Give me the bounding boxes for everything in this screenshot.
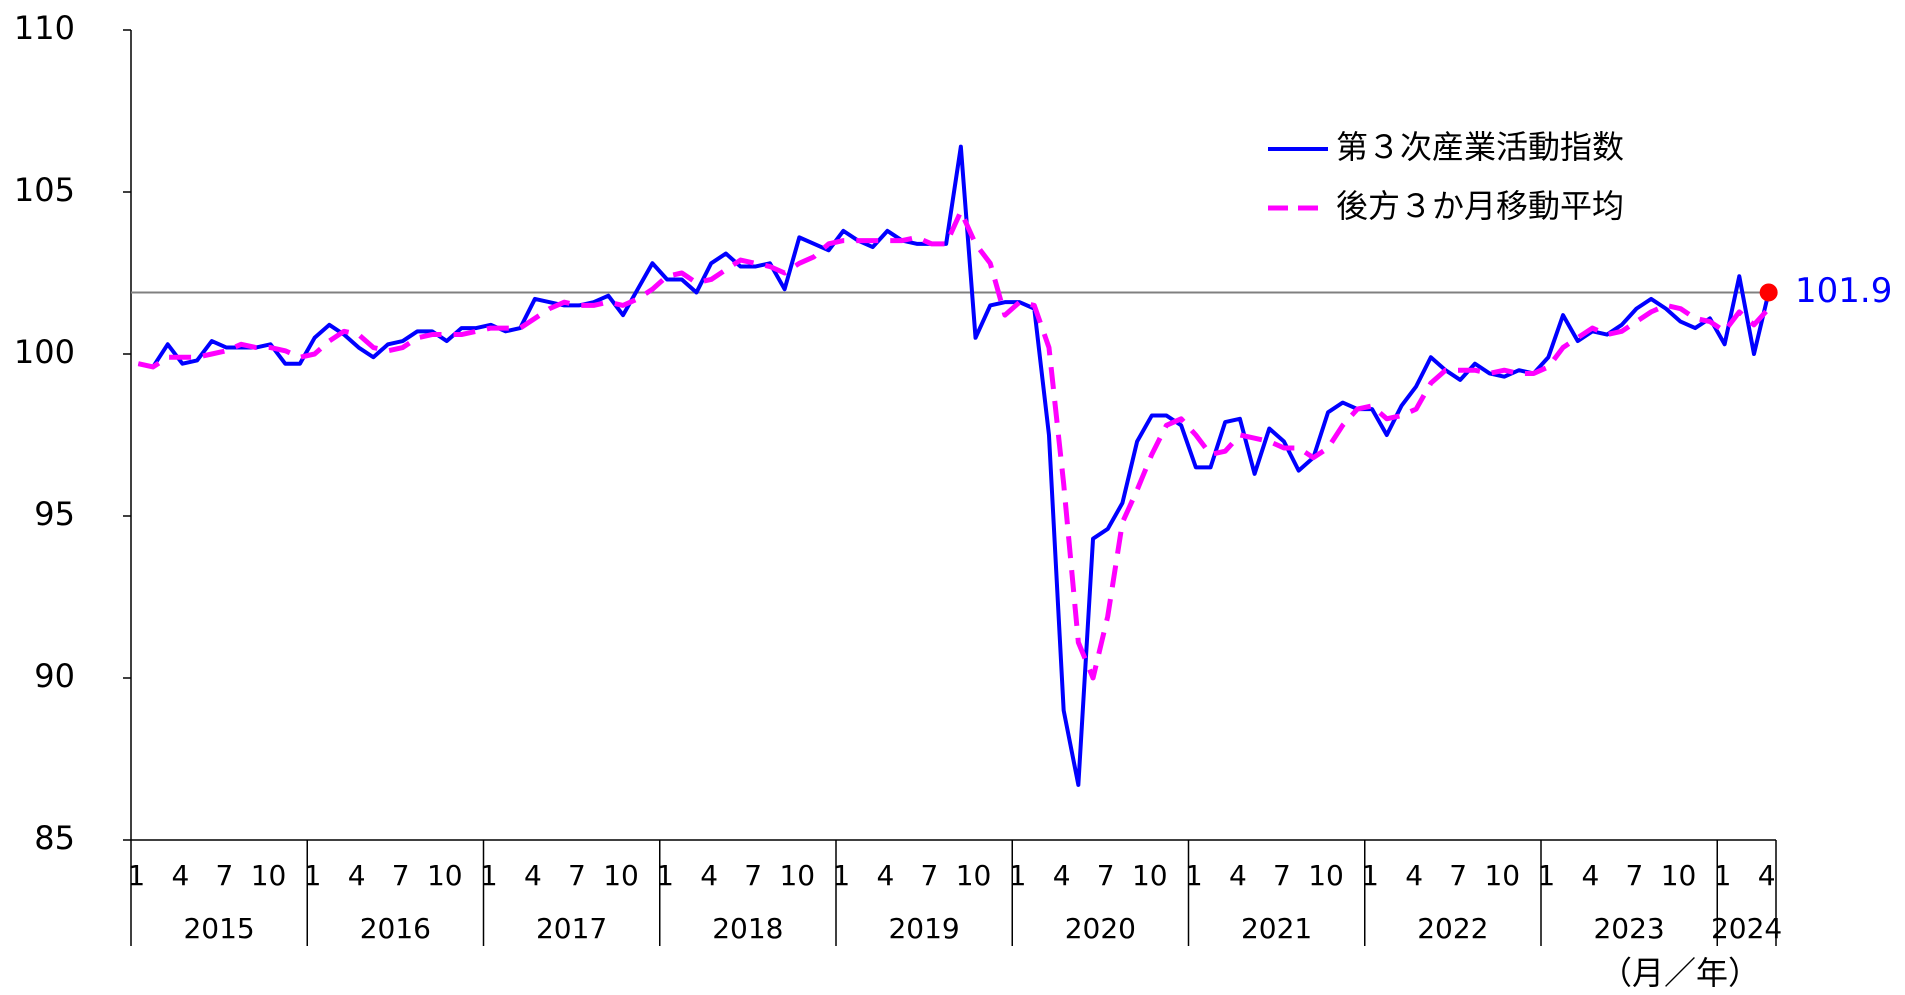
- year-label: 2018: [712, 912, 783, 945]
- x-tick-label: 10: [1661, 859, 1697, 892]
- x-tick-label: 7: [392, 859, 410, 892]
- legend-label: 後方３か月移動平均: [1336, 187, 1624, 225]
- x-tick-label: 10: [1484, 859, 1520, 892]
- x-tick-label: 1: [127, 859, 145, 892]
- x-tick-label: 4: [1581, 859, 1599, 892]
- x-tick-label: 1: [1714, 859, 1732, 892]
- x-tick-label: 4: [1053, 859, 1071, 892]
- y-tick-label: 105: [14, 171, 75, 209]
- year-label: 2020: [1065, 912, 1136, 945]
- x-tick-label: 7: [1097, 859, 1115, 892]
- x-tick-label: 4: [1758, 859, 1776, 892]
- x-tick-label: 1: [480, 859, 498, 892]
- x-tick-label: 10: [603, 859, 639, 892]
- year-label: 2017: [536, 912, 607, 945]
- x-tick-label: 1: [1009, 859, 1027, 892]
- x-tick-label: 1: [656, 859, 674, 892]
- x-tick-label: 7: [921, 859, 939, 892]
- x-tick-label: 7: [216, 859, 234, 892]
- x-tick-label: 7: [744, 859, 762, 892]
- x-tick-label: 1: [832, 859, 850, 892]
- year-label: 2019: [888, 912, 959, 945]
- reference-marker: [1759, 283, 1778, 302]
- x-tick-label: 10: [956, 859, 992, 892]
- year-label: 2023: [1593, 912, 1664, 945]
- x-tick-label: 10: [1132, 859, 1168, 892]
- y-tick-label: 110: [14, 9, 75, 47]
- x-tick-label: 4: [348, 859, 366, 892]
- x-tick-label: 1: [1185, 859, 1203, 892]
- x-tick-label: 10: [427, 859, 463, 892]
- moving-average-line: [137, 208, 1771, 681]
- x-tick-label: 7: [1449, 859, 1467, 892]
- year-label: 2016: [360, 912, 431, 945]
- year-label: 2021: [1241, 912, 1312, 945]
- y-tick-label: 90: [34, 657, 75, 695]
- y-tick-label: 85: [34, 819, 75, 857]
- x-tick-label: 4: [524, 859, 542, 892]
- x-tick-label: 10: [779, 859, 815, 892]
- x-tick-label: 4: [876, 859, 894, 892]
- y-tick-label: 100: [14, 333, 75, 371]
- x-tick-label: 4: [700, 859, 718, 892]
- x-tick-label: 7: [1273, 859, 1291, 892]
- year-label: 2015: [183, 912, 254, 945]
- x-axis-label: （月／年）: [1600, 954, 1760, 992]
- x-tick-label: 10: [251, 859, 287, 892]
- year-label: 2024: [1711, 912, 1782, 945]
- x-tick-label: 4: [171, 859, 189, 892]
- legend-label: 第３次産業活動指数: [1336, 128, 1624, 166]
- x-tick-label: 1: [304, 859, 322, 892]
- reference-label: 101.9: [1795, 271, 1892, 311]
- y-tick-label: 95: [34, 495, 75, 533]
- x-tick-label: 1: [1361, 859, 1379, 892]
- x-tick-label: 4: [1229, 859, 1247, 892]
- year-label: 2022: [1417, 912, 1488, 945]
- x-tick-label: 7: [1626, 859, 1644, 892]
- index-line: [137, 144, 1771, 787]
- x-tick-label: 7: [568, 859, 586, 892]
- x-tick-label: 1: [1537, 859, 1555, 892]
- x-tick-label: 10: [1308, 859, 1344, 892]
- x-tick-label: 4: [1405, 859, 1423, 892]
